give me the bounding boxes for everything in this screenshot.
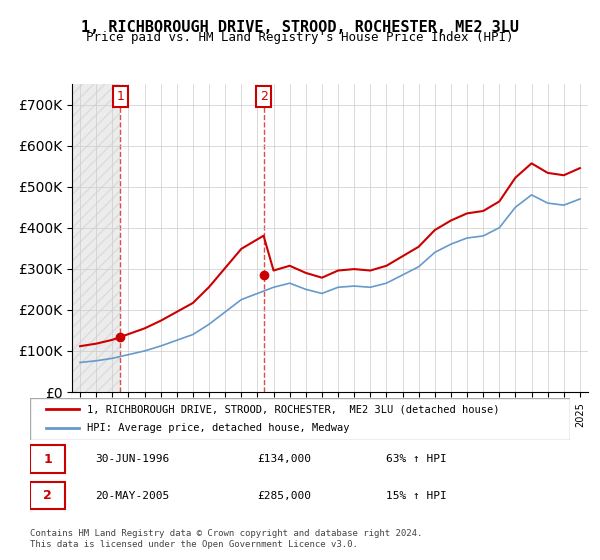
Bar <box>72 84 121 392</box>
Text: Price paid vs. HM Land Registry's House Price Index (HPI): Price paid vs. HM Land Registry's House … <box>86 31 514 44</box>
Text: £285,000: £285,000 <box>257 491 311 501</box>
FancyBboxPatch shape <box>30 482 65 510</box>
Text: 2: 2 <box>43 489 52 502</box>
Text: 1, RICHBOROUGH DRIVE, STROOD, ROCHESTER,  ME2 3LU (detached house): 1, RICHBOROUGH DRIVE, STROOD, ROCHESTER,… <box>86 404 499 414</box>
FancyBboxPatch shape <box>30 445 65 473</box>
Text: 30-JUN-1996: 30-JUN-1996 <box>95 454 169 464</box>
Text: 20-MAY-2005: 20-MAY-2005 <box>95 491 169 501</box>
Text: 15% ↑ HPI: 15% ↑ HPI <box>386 491 447 501</box>
Text: 1: 1 <box>43 452 52 466</box>
Text: 63% ↑ HPI: 63% ↑ HPI <box>386 454 447 464</box>
FancyBboxPatch shape <box>30 398 570 440</box>
Text: 1: 1 <box>116 90 124 103</box>
Text: 1, RICHBOROUGH DRIVE, STROOD, ROCHESTER, ME2 3LU: 1, RICHBOROUGH DRIVE, STROOD, ROCHESTER,… <box>81 20 519 35</box>
Text: £134,000: £134,000 <box>257 454 311 464</box>
Text: Contains HM Land Registry data © Crown copyright and database right 2024.
This d: Contains HM Land Registry data © Crown c… <box>30 529 422 549</box>
Text: HPI: Average price, detached house, Medway: HPI: Average price, detached house, Medw… <box>86 423 349 433</box>
Text: 2: 2 <box>260 90 268 103</box>
